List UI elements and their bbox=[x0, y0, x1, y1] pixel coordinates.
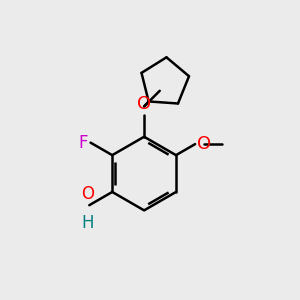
Text: O: O bbox=[196, 135, 211, 153]
Text: O: O bbox=[137, 95, 151, 113]
Text: O: O bbox=[81, 185, 94, 203]
Text: F: F bbox=[79, 134, 88, 152]
Text: H: H bbox=[82, 214, 94, 232]
